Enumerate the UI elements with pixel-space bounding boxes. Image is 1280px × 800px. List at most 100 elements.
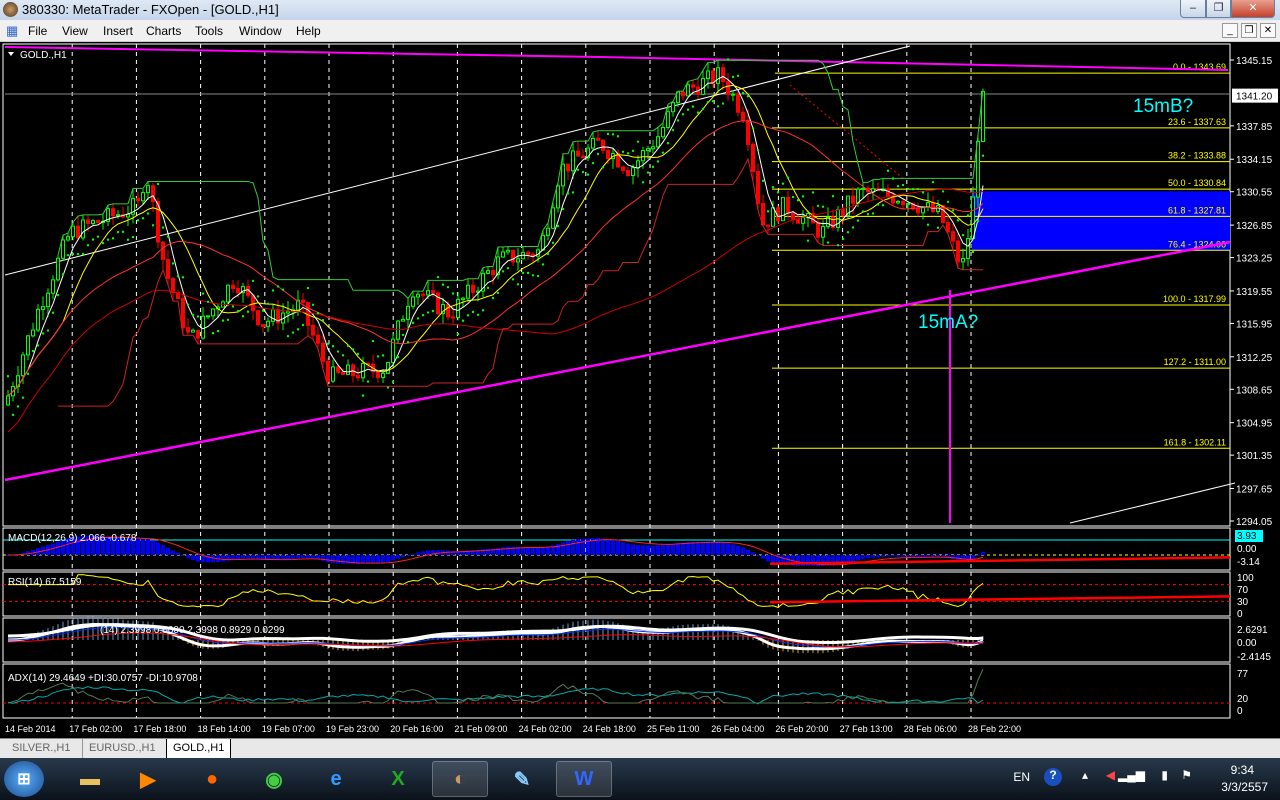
paint-icon[interactable]: ✎: [513, 768, 531, 791]
bear-candle: [256, 310, 260, 326]
bear-candle: [941, 205, 945, 223]
bear-candle: [601, 139, 605, 151]
macd-histogram-bar: [91, 535, 95, 555]
parabolic-sar-dot: [336, 350, 340, 353]
macd-histogram-bar: [116, 537, 120, 555]
parabolic-sar-dot: [931, 180, 935, 184]
dropdown-triangle-icon[interactable]: [8, 52, 14, 56]
media-player-icon[interactable]: ▶: [140, 768, 156, 791]
menu-charts[interactable]: Charts: [146, 24, 182, 38]
macd-histogram-bar: [136, 539, 140, 555]
parabolic-sar-dot: [231, 305, 235, 308]
macd-histogram-bar: [31, 549, 35, 555]
minimize-button[interactable]: –: [1180, 0, 1206, 18]
macd-histogram-bar: [291, 555, 295, 560]
tab-silver[interactable]: SILVER.,H1: [12, 742, 71, 754]
close-button[interactable]: ✕: [1231, 0, 1275, 18]
bull-candle: [146, 185, 150, 194]
menu-window[interactable]: Window: [239, 24, 282, 38]
ma-slow-line: [7, 120, 984, 397]
tab-eurusd[interactable]: EURUSD.,H1: [82, 739, 162, 758]
parabolic-sar-dot: [291, 331, 295, 334]
mdi-close-button[interactable]: ✕: [1260, 23, 1276, 38]
parabolic-sar-dot: [191, 313, 195, 317]
maximize-button[interactable]: ❐: [1206, 0, 1231, 18]
show-hidden-icons[interactable]: ▴: [1081, 768, 1088, 782]
chrome-icon[interactable]: ◉: [265, 768, 283, 791]
menu-file[interactable]: File: [28, 24, 48, 38]
parabolic-sar-dot: [101, 241, 105, 245]
clock-time[interactable]: 9:34: [1230, 763, 1254, 777]
price-chart[interactable]: 0.0 - 1343.69 23.6 - 1337.63 38.2 - 1333.8…: [0, 42, 1280, 738]
bear-candle: [446, 304, 450, 318]
bull-candle: [266, 320, 270, 327]
mdi-restore-button[interactable]: ❐: [1241, 23, 1257, 38]
bull-candle: [846, 195, 850, 216]
macd-histogram-bar: [551, 545, 555, 555]
bear-candle: [791, 212, 795, 220]
macd-histogram-bar: [286, 555, 290, 560]
network-icon[interactable]: ▂▄▆: [1118, 768, 1145, 782]
parabolic-sar-dot: [906, 187, 910, 190]
metatrader-icon[interactable]: ◐: [432, 761, 488, 797]
parabolic-sar-dot: [761, 179, 765, 182]
clock-date[interactable]: 3/3/2557: [1221, 780, 1268, 794]
macd-histogram-bar: [946, 555, 950, 559]
macd-histogram-bar: [726, 543, 730, 555]
chart-window-icon[interactable]: ▦: [6, 23, 19, 38]
bull-candle: [666, 111, 670, 129]
firefox-icon[interactable]: ●: [205, 767, 219, 790]
macd-histogram-bar: [856, 555, 860, 561]
volume-muted-icon[interactable]: ◀: [1105, 768, 1115, 782]
macd-histogram-bar: [531, 547, 535, 555]
current-price-box: [1232, 88, 1278, 103]
macd-histogram-bar: [266, 555, 270, 561]
macd-histogram-bar: [506, 546, 510, 555]
app-icon: [3, 2, 18, 17]
bear-candle: [86, 219, 90, 225]
macd-histogram-bar: [236, 555, 240, 560]
menu-insert[interactable]: Insert: [103, 24, 134, 38]
macd-histogram-bar: [626, 543, 630, 555]
macd-histogram-bar: [916, 555, 920, 558]
macd-histogram-bar: [561, 542, 565, 555]
internet-explorer-icon[interactable]: e: [330, 767, 342, 790]
word-icon[interactable]: W: [556, 761, 612, 797]
explorer-icon[interactable]: ▬: [80, 767, 100, 790]
macd-histogram-bar: [426, 550, 430, 555]
macd-histogram-bar: [736, 545, 740, 555]
parabolic-sar-dot: [96, 235, 100, 238]
macd-histogram-bar: [186, 555, 190, 559]
macd-histogram-bar: [151, 540, 155, 555]
menu-tools[interactable]: Tools: [195, 24, 224, 38]
parabolic-sar-dot: [481, 309, 485, 312]
bull-candle: [826, 216, 830, 228]
third-axis-label: 0.00: [1237, 638, 1257, 649]
bull-candle: [286, 310, 290, 314]
action-center-flag-icon[interactable]: ⚑: [1181, 768, 1192, 782]
time-tick-label: 21 Feb 09:00: [454, 724, 507, 734]
mdi-minimize-button[interactable]: _: [1222, 23, 1238, 38]
parabolic-sar-dot: [311, 303, 315, 306]
parabolic-sar-dot: [891, 177, 895, 180]
parabolic-sar-dot: [146, 212, 150, 215]
menu-help[interactable]: Help: [296, 24, 321, 38]
macd-histogram-bar: [896, 555, 900, 557]
parabolic-sar-dot: [541, 263, 545, 266]
help-icon[interactable]: ?: [1044, 768, 1062, 786]
excel-icon[interactable]: X: [391, 767, 405, 790]
tab-gold[interactable]: GOLD.,H1: [166, 739, 232, 760]
language-indicator[interactable]: EN: [1013, 770, 1030, 784]
parabolic-sar-dot: [426, 311, 430, 314]
start-button[interactable]: ⊞: [4, 761, 44, 797]
power-icon[interactable]: ▮: [1161, 768, 1168, 782]
menu-view[interactable]: View: [62, 24, 88, 38]
parabolic-sar-dot: [511, 278, 515, 281]
bear-candle: [581, 155, 585, 159]
bull-candle: [31, 329, 35, 337]
parabolic-sar-dot: [691, 105, 695, 108]
bear-candle: [951, 231, 955, 242]
parabolic-sar-dot: [851, 226, 855, 229]
parabolic-sar-dot: [136, 219, 140, 222]
parabolic-sar-dot: [421, 314, 425, 317]
